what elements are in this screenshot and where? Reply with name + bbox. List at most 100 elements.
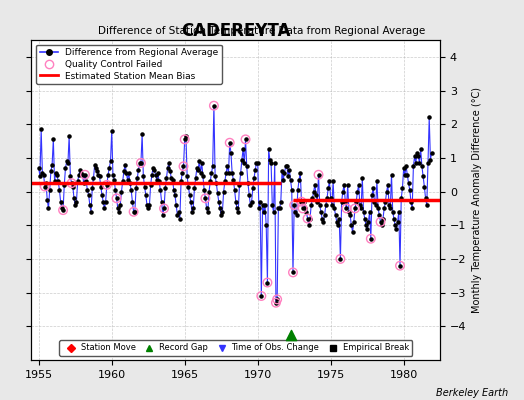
Point	[288, 187, 296, 193]
Point	[49, 136, 58, 142]
Point	[75, 172, 83, 178]
Point	[319, 219, 328, 225]
Point	[88, 185, 96, 192]
Point	[291, 208, 300, 215]
Point	[152, 176, 161, 183]
Point	[71, 202, 80, 208]
Point	[239, 146, 247, 153]
Point	[328, 202, 336, 208]
Point	[212, 180, 221, 186]
Point	[261, 202, 269, 208]
Point	[225, 140, 234, 146]
Point	[229, 176, 237, 183]
Point	[353, 188, 362, 195]
Point	[297, 198, 305, 205]
Point	[150, 166, 158, 173]
Point	[290, 202, 298, 208]
Point	[367, 236, 375, 242]
Point	[391, 222, 399, 228]
Point	[256, 198, 264, 205]
Point	[329, 178, 337, 185]
Point	[238, 156, 246, 163]
Point	[161, 185, 169, 192]
Text: Berkeley Earth: Berkeley Earth	[436, 388, 508, 398]
Point	[59, 207, 67, 213]
Point	[179, 163, 188, 170]
Point	[210, 102, 218, 109]
Point	[314, 172, 323, 178]
Point	[410, 153, 419, 160]
Point	[218, 208, 226, 215]
Point	[41, 183, 49, 190]
Point	[147, 182, 155, 188]
Point	[337, 198, 346, 205]
Y-axis label: Monthly Temperature Anomaly Difference (°C): Monthly Temperature Anomaly Difference (…	[472, 87, 482, 313]
Point	[346, 212, 354, 218]
Point	[352, 198, 361, 205]
Point	[276, 205, 284, 212]
Point	[209, 163, 217, 170]
Point	[242, 136, 250, 142]
Point	[407, 198, 415, 205]
Point	[187, 198, 195, 205]
Point	[151, 172, 160, 178]
Point	[421, 195, 430, 202]
Point	[336, 256, 345, 262]
Point	[295, 176, 303, 183]
Point	[37, 126, 46, 132]
Point	[83, 187, 92, 193]
Point	[125, 170, 133, 176]
Point	[387, 172, 396, 178]
Point	[162, 175, 171, 181]
Point	[194, 166, 202, 173]
Point	[414, 153, 422, 160]
Point	[202, 205, 211, 212]
Point	[111, 187, 119, 193]
Legend: Station Move, Record Gap, Time of Obs. Change, Empirical Break: Station Move, Record Gap, Time of Obs. C…	[59, 340, 412, 356]
Point	[121, 162, 129, 168]
Point	[42, 180, 50, 186]
Point	[426, 156, 434, 163]
Point	[372, 202, 380, 208]
Point	[103, 182, 111, 188]
Point	[45, 205, 53, 212]
Point	[89, 175, 97, 181]
Point	[376, 219, 385, 225]
Point	[420, 183, 429, 190]
Point	[331, 212, 340, 218]
Point	[141, 192, 150, 198]
Point	[281, 163, 290, 170]
Point	[110, 176, 118, 183]
Point	[48, 162, 56, 168]
Point	[272, 300, 280, 306]
Point	[318, 215, 326, 222]
Point	[107, 128, 116, 134]
Point	[290, 202, 298, 208]
Point	[223, 163, 232, 170]
Point	[357, 205, 365, 212]
Point	[240, 160, 248, 166]
Point	[51, 170, 60, 176]
Point	[297, 198, 305, 205]
Point	[53, 172, 61, 178]
Point	[259, 208, 268, 215]
Point	[249, 185, 257, 192]
Point	[228, 170, 236, 176]
Point	[340, 182, 348, 188]
Point	[388, 208, 397, 215]
Point	[112, 195, 121, 202]
Point	[409, 163, 418, 170]
Point	[311, 182, 319, 188]
Point	[342, 205, 351, 212]
Point	[191, 175, 200, 181]
Point	[123, 176, 132, 183]
Point	[273, 296, 281, 302]
Point	[339, 188, 347, 195]
Point	[347, 222, 356, 228]
Point	[182, 133, 190, 139]
Point	[233, 205, 241, 212]
Point	[128, 198, 137, 205]
Point	[269, 208, 278, 215]
Point	[408, 205, 417, 212]
Point	[299, 205, 307, 212]
